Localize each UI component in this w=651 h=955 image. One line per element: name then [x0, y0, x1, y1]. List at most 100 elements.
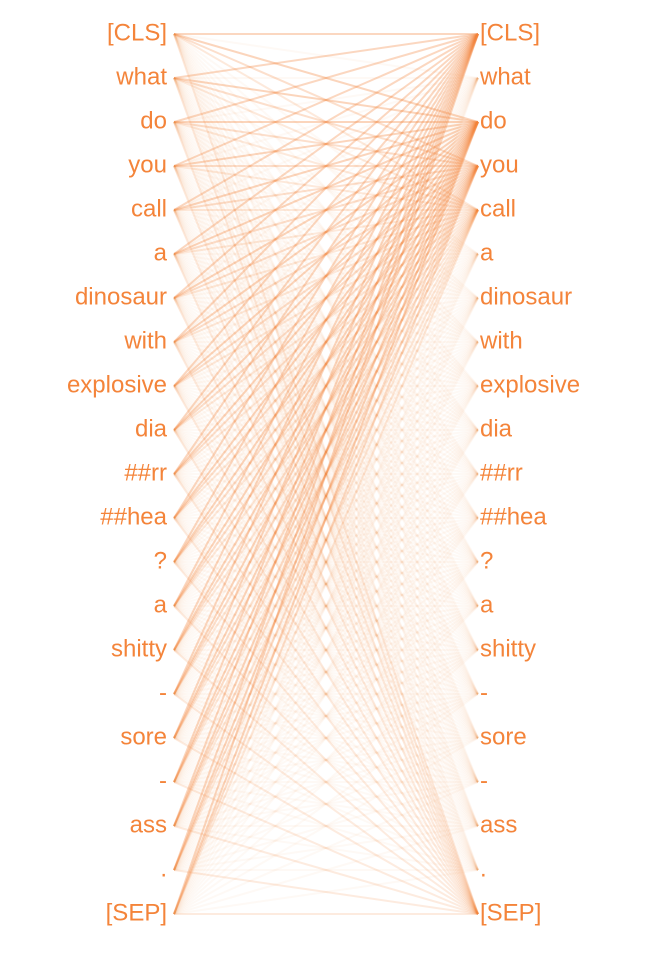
attention-line — [173, 165, 479, 871]
attention-line — [173, 165, 479, 299]
attention-line — [173, 77, 479, 519]
left-token-a[interactable]: a — [154, 591, 168, 618]
right-token-a[interactable]: a — [480, 239, 494, 266]
right-token-punct[interactable]: ? — [480, 547, 493, 574]
attention-line — [173, 33, 479, 519]
left-token-cls[interactable]: [CLS] — [107, 19, 167, 46]
attention-line — [173, 297, 479, 915]
attention-line — [173, 165, 479, 387]
attention-line — [173, 341, 479, 387]
right-token-hea[interactable]: ##hea — [480, 503, 547, 530]
left-token-sore[interactable]: sore — [120, 723, 167, 750]
attention-line — [173, 605, 479, 739]
attention-line — [173, 473, 479, 871]
right-token-call[interactable]: call — [480, 195, 516, 222]
attention-line — [173, 209, 479, 431]
attention-line — [173, 781, 479, 871]
right-token-sore[interactable]: sore — [480, 723, 527, 750]
attention-line — [173, 561, 479, 915]
left-token-ass[interactable]: ass — [130, 811, 167, 838]
left-token-with[interactable]: with — [123, 327, 167, 354]
attention-line — [173, 297, 479, 739]
attention-line — [173, 209, 479, 475]
right-token-shitty[interactable]: shitty — [480, 635, 536, 662]
left-token-dinosaur[interactable]: dinosaur — [75, 283, 167, 310]
attention-line — [173, 297, 479, 695]
attention-line — [173, 77, 479, 431]
attention-line — [173, 869, 479, 915]
attention-line — [173, 33, 479, 695]
attention-line — [173, 253, 479, 343]
attention-line — [173, 165, 479, 739]
right-token-do[interactable]: do — [480, 107, 507, 134]
left-token-you[interactable]: you — [128, 151, 167, 178]
attention-line — [173, 781, 479, 915]
attention-line — [173, 341, 479, 827]
right-token-cls[interactable]: [CLS] — [480, 19, 540, 46]
attention-line — [173, 33, 479, 343]
attention-line — [173, 385, 479, 695]
attention-line — [173, 121, 479, 167]
attention-line — [173, 77, 479, 651]
right-token-dinosaur[interactable]: dinosaur — [480, 283, 572, 310]
attention-line — [173, 649, 479, 827]
attention-line — [173, 121, 479, 651]
left-token-sep[interactable]: [SEP] — [106, 899, 167, 926]
attention-line — [173, 209, 479, 783]
attention-line — [173, 253, 479, 607]
attention-line — [173, 341, 479, 739]
right-token-explosive[interactable]: explosive — [480, 371, 580, 398]
attention-line — [173, 297, 479, 827]
right-token-punct[interactable]: - — [480, 679, 488, 706]
right-token-dia[interactable]: dia — [480, 415, 513, 442]
left-token-punct[interactable]: ? — [154, 547, 167, 574]
attention-line — [173, 33, 479, 563]
attention-line — [173, 297, 479, 783]
right-token-what[interactable]: what — [479, 63, 531, 90]
attention-line — [173, 561, 479, 783]
left-token-punct[interactable]: - — [159, 767, 167, 794]
left-token-what[interactable]: what — [115, 63, 167, 90]
attention-line — [173, 385, 479, 607]
attention-line — [173, 737, 479, 783]
attention-line — [173, 341, 479, 783]
left-token-hea[interactable]: ##hea — [100, 503, 167, 530]
attention-line — [173, 165, 479, 431]
right-token-a[interactable]: a — [480, 591, 494, 618]
attention-line — [173, 341, 479, 651]
attention-line — [173, 429, 479, 739]
attention-line — [173, 473, 479, 695]
right-token-ass[interactable]: ass — [480, 811, 517, 838]
attention-line — [173, 297, 479, 387]
left-token-explosive[interactable]: explosive — [67, 371, 167, 398]
attention-line — [173, 385, 479, 739]
attention-line — [173, 121, 479, 915]
attention-line — [173, 473, 479, 607]
right-token-with[interactable]: with — [479, 327, 523, 354]
left-token-dia[interactable]: dia — [135, 415, 168, 442]
left-token-call[interactable]: call — [131, 195, 167, 222]
left-token-do[interactable]: do — [140, 107, 167, 134]
right-token-rr[interactable]: ##rr — [480, 459, 523, 486]
right-token-you[interactable]: you — [480, 151, 519, 178]
left-token-a[interactable]: a — [154, 239, 168, 266]
attention-line — [173, 77, 479, 563]
attention-line — [173, 517, 479, 563]
attention-line — [173, 297, 479, 343]
attention-line — [173, 209, 479, 343]
left-token-punct[interactable]: . — [160, 855, 167, 882]
right-token-sep[interactable]: [SEP] — [480, 899, 541, 926]
right-token-punct[interactable]: . — [480, 855, 487, 882]
attention-line — [173, 253, 479, 431]
attention-line — [173, 825, 479, 871]
right-token-punct[interactable]: - — [480, 767, 488, 794]
attention-line — [173, 385, 479, 563]
attention-line — [173, 737, 479, 827]
left-token-shitty[interactable]: shitty — [111, 635, 167, 662]
left-token-punct[interactable]: - — [159, 679, 167, 706]
attention-line — [173, 253, 479, 739]
attention-line — [173, 77, 479, 871]
attention-line — [173, 385, 479, 783]
left-token-rr[interactable]: ##rr — [124, 459, 167, 486]
attention-line — [173, 209, 479, 519]
